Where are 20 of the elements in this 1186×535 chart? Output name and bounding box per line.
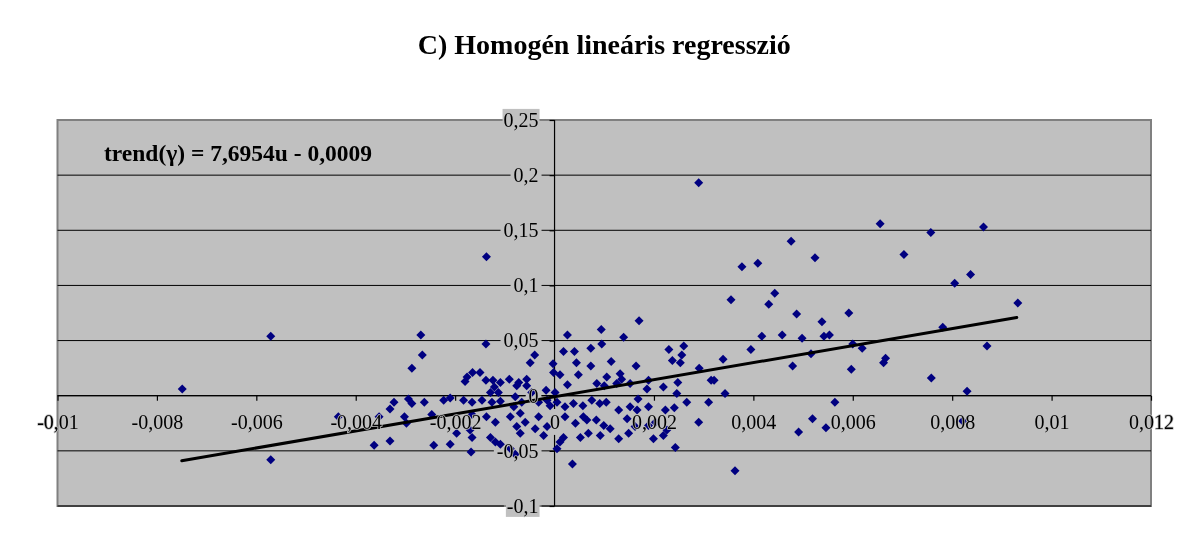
y-tick-label: 0,1 — [513, 274, 539, 297]
x-tick-label: 0,004 — [731, 410, 777, 433]
x-tick-label: -0,002 — [429, 410, 482, 433]
y-tick-label: 0,25 — [503, 108, 539, 131]
x-tick-label: 0,006 — [830, 410, 876, 433]
y-tick-label: 0,15 — [503, 219, 539, 242]
x-tick-label: 0,01 — [1034, 410, 1070, 433]
x-tick-label: 0 — [550, 410, 561, 433]
y-tick-label: -0,1 — [506, 494, 539, 517]
x-tick-label: 0,008 — [930, 410, 976, 433]
x-tick-label: -0,006 — [230, 410, 283, 433]
x-tick-label: 0,012 — [1129, 410, 1174, 433]
x-tick-label: -0,01 — [37, 410, 79, 433]
y-tick-label: 0,05 — [503, 329, 539, 352]
y-tick-label: 0 — [528, 384, 539, 407]
x-tick-label: -0,004 — [330, 410, 383, 433]
annotation: trend(γ) = 7,6954u - 0,0009 — [104, 140, 373, 167]
chart-title: C) Homogén lineáris regresszió — [417, 29, 791, 61]
x-tick-label: -0,008 — [131, 410, 184, 433]
y-tick-label: 0,2 — [513, 164, 539, 187]
